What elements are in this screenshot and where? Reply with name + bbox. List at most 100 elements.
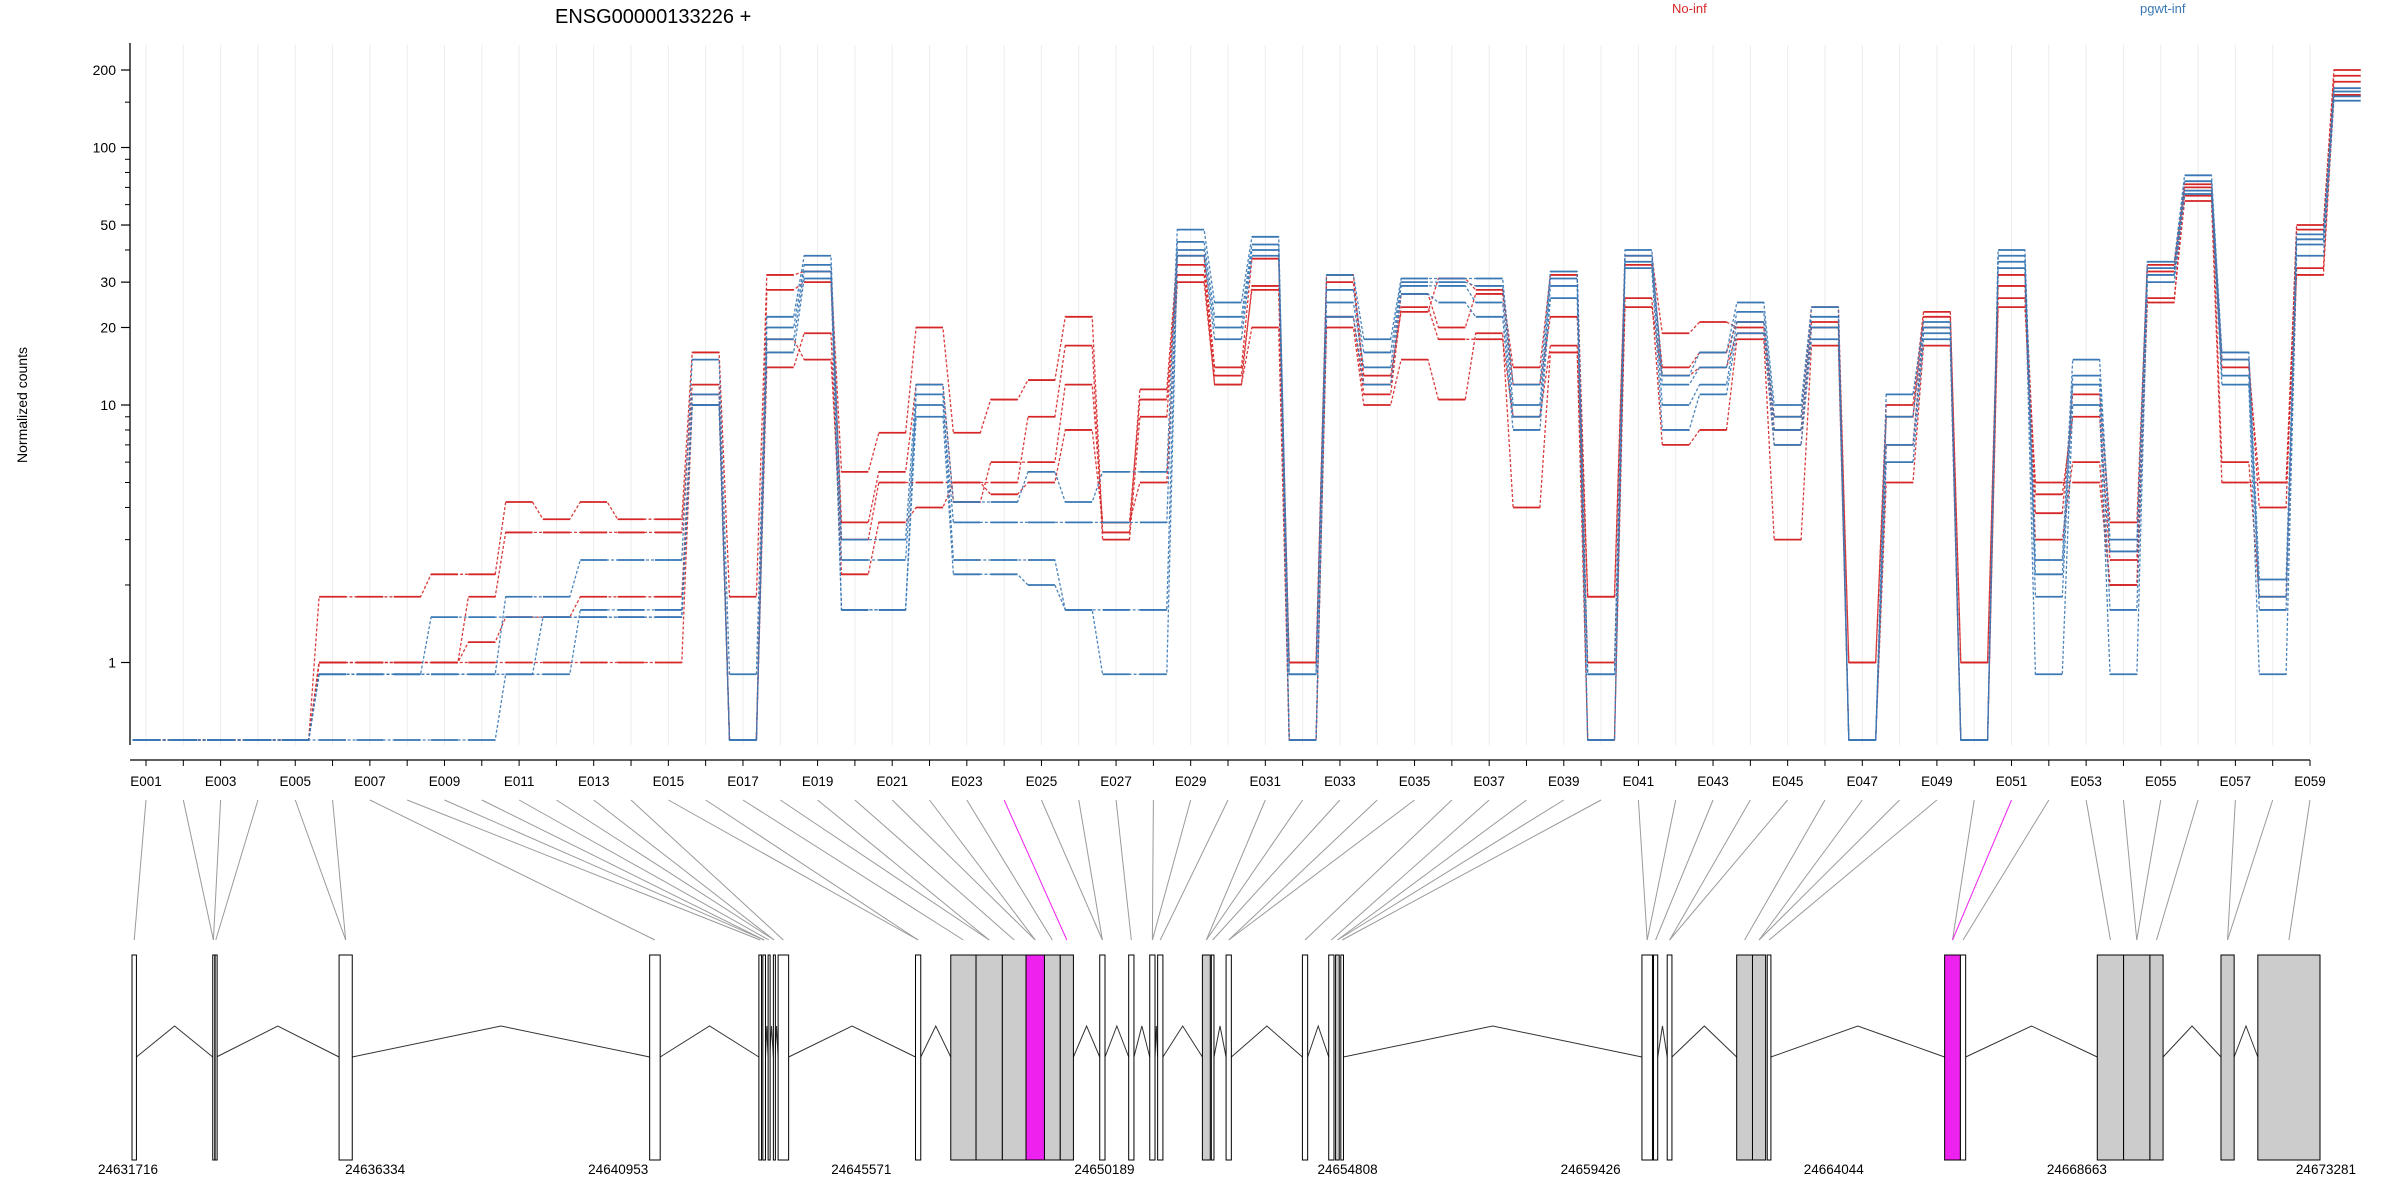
y-tick-label: 1 [108,654,116,670]
exon-box [1225,954,1232,1161]
exon-label: E053 [2070,774,2102,789]
exon-label: E045 [1772,774,1804,789]
exon-box [915,954,922,1161]
connector [518,799,770,941]
gene-model [131,954,2321,1161]
connector-highlighted [1952,799,2012,941]
y-axis: 1 10 20 30 50 100 200 [93,43,131,745]
exon-box [1641,954,1653,1161]
connector [1341,799,1602,941]
connector [668,799,919,941]
exon-label: E005 [279,774,311,789]
exon-label: E037 [1473,774,1505,789]
connector [1115,799,1132,941]
exon-box [2123,954,2151,1161]
connector [1040,799,1103,941]
y-tick-label: 100 [93,140,117,156]
intron-line [352,1025,650,1058]
exon-label: E025 [1026,774,1058,789]
connector [2227,799,2274,941]
exon-box [1149,954,1156,1161]
intron-line [1231,1025,1303,1058]
connector [1159,799,1229,941]
series-line-pgwt-inf [132,87,2361,741]
connector [891,799,1036,941]
exon-box [2220,954,2235,1161]
connector [1655,799,1714,941]
connector [1078,799,1103,941]
connector [2122,799,2138,941]
exon-box [762,954,766,1161]
coordinate-label: 24636334 [345,1162,406,1177]
exon-box [1959,954,1967,1161]
connector [2227,799,2236,941]
connector [929,799,1036,941]
series-line-no-inf [132,94,2361,741]
connector [854,799,1015,941]
intron-line [1671,1025,1738,1058]
coordinate-label: 24673281 [2296,1162,2356,1177]
connector [630,799,784,941]
y-axis-label: Normalized counts [14,347,30,463]
y-tick-label: 50 [100,217,116,233]
exon-box [2149,954,2164,1161]
y-tick-label: 10 [100,397,116,413]
exon-label: E019 [802,774,834,789]
connector [1151,799,1154,941]
exon-connectors [133,799,2311,941]
exon-box [2257,954,2321,1161]
intron-line [2233,1024,2259,1058]
connector [817,799,990,941]
exon-label: E033 [1324,774,1356,789]
series-line-no-inf [132,69,2361,741]
exon-label: E017 [727,774,759,789]
exon-box [2096,954,2125,1161]
connector [1151,799,1192,941]
legend-label-no-inf: No-inf [1672,1,1707,16]
exon-box [1099,954,1106,1161]
connector [406,799,761,941]
exon-label: E059 [2294,774,2326,789]
connector [294,799,347,941]
exon-label: E035 [1399,774,1431,789]
connector [1952,799,1975,941]
connector [966,799,1053,941]
exon-label: E039 [1548,774,1580,789]
exon-label: E003 [205,774,237,789]
connector [1337,799,1527,941]
exon-box [1653,954,1659,1161]
connector [212,799,222,941]
connector [444,799,765,941]
exon-label: E001 [130,774,162,789]
exon-label: E057 [2220,774,2252,789]
exon-box [1210,954,1215,1161]
exon-label: E013 [578,774,610,789]
connector [1962,799,2050,941]
exon-label: E043 [1697,774,1729,789]
coordinate-label: 24668663 [2047,1162,2107,1177]
exon-box [1128,954,1135,1161]
exon-box [950,954,977,1161]
connector [2085,799,2111,941]
exon-box [758,954,763,1161]
exon-box [1201,954,1211,1161]
exon-box [767,954,771,1161]
series-line-pgwt-inf [132,100,2361,741]
connector [1669,799,1789,941]
connector [1637,799,1648,941]
exon-label: E051 [1996,774,2028,789]
coordinate-label: 24631716 [98,1162,158,1177]
exon-box [1043,954,1061,1161]
series-line-no-inf [132,81,2361,741]
connector [1304,799,1453,941]
intron-line [216,1025,340,1058]
exon-box [212,954,216,1161]
intron-line [920,1024,952,1058]
coordinate-label: 24650189 [1074,1162,1134,1177]
exon-gridlines [145,45,2311,745]
intron-line [1770,1025,1945,1058]
exon-label: E015 [653,774,685,789]
intron-line [1133,1025,1151,1058]
connector [1228,799,1415,941]
